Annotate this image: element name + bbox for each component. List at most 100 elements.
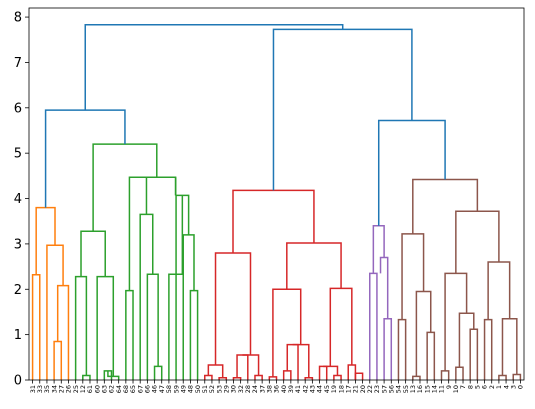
- leaf-label: 0: [517, 385, 525, 389]
- dendrogram-link: [412, 178, 479, 234]
- dendrogram-link: [31, 274, 41, 380]
- leaf-label: 47: [158, 385, 166, 393]
- leaf-label: 23: [373, 385, 381, 393]
- leaf-label: 21: [352, 385, 360, 393]
- dendrogram-link: [483, 318, 493, 380]
- leaf-label: 60: [93, 385, 101, 393]
- dendrogram-link: [189, 289, 199, 380]
- dendrogram-link: [401, 233, 425, 320]
- leaf-label: 35: [43, 385, 51, 393]
- leaf-label: 52: [208, 385, 216, 393]
- dendrogram-link: [286, 242, 342, 290]
- leaf-label: 51: [201, 385, 209, 393]
- leaf-label: 45: [323, 385, 331, 393]
- leaf-label: 16: [416, 385, 424, 393]
- leaf-label: 3: [509, 385, 517, 389]
- dendrogram-link: [168, 195, 184, 380]
- dendrogram-link: [354, 372, 364, 380]
- leaf-label: 63: [101, 385, 109, 393]
- leaf-label: 68: [122, 385, 130, 393]
- y-tick-label: 3: [14, 237, 22, 252]
- y-tick-label: 0: [14, 374, 22, 389]
- dendrogram-link: [412, 375, 421, 380]
- leaf-label: 12: [79, 385, 87, 393]
- dendrogram-link: [232, 376, 242, 380]
- leaf-label: 39: [287, 385, 295, 393]
- leaf-label: 8: [466, 385, 474, 389]
- dendrogram-link: [501, 318, 518, 376]
- dendrogram-link: [139, 213, 154, 380]
- y-tick-label: 7: [14, 56, 22, 71]
- plot-frame: [28, 7, 525, 381]
- leaf-label: 55: [402, 385, 410, 393]
- leaf-label: 65: [129, 385, 137, 393]
- leaf-label: 37: [258, 385, 266, 393]
- leaf-label: 4: [502, 385, 510, 389]
- leaf-label: 30: [230, 385, 238, 393]
- y-tick-label: 4: [14, 192, 22, 207]
- leaf-label: 9: [445, 385, 453, 389]
- leaf-label: 32: [237, 385, 245, 393]
- leaf-label: 29: [222, 385, 230, 393]
- dendrogram-link: [236, 354, 249, 380]
- dendrogram-link: [214, 252, 252, 366]
- dendrogram-link: [232, 189, 315, 253]
- leaf-label: 43: [309, 385, 317, 393]
- dendrogram-link: [444, 272, 468, 371]
- dendrogram-link: [369, 272, 378, 380]
- dendrogram-link: [440, 370, 450, 380]
- leaf-label: 13: [409, 385, 417, 393]
- leaf-label: 61: [86, 385, 94, 393]
- dendrogram-link: [242, 354, 260, 376]
- dendrogram-link: [74, 275, 88, 380]
- y-tick-label: 6: [14, 101, 22, 116]
- leaf-label: 53: [215, 385, 223, 393]
- leaf-label: 19: [330, 385, 338, 393]
- y-tick-label: 2: [14, 283, 22, 298]
- dendrogram-link: [469, 328, 479, 380]
- leaf-label: 64: [115, 385, 123, 393]
- dendrogram-link: [125, 289, 134, 380]
- leaf-label: 41: [294, 385, 302, 393]
- leaf-label: 5: [474, 385, 482, 389]
- dendrogram-link: [455, 366, 464, 380]
- leaf-label: 22: [366, 385, 374, 393]
- dendrogram-link: [35, 206, 56, 275]
- y-tick-label: 1: [14, 328, 22, 343]
- leaf-label: 7: [459, 385, 467, 389]
- leaf-label: 40: [280, 385, 288, 393]
- dendrogram-link: [383, 318, 393, 380]
- leaf-label: 15: [423, 385, 431, 393]
- dendrogram-link: [80, 230, 106, 277]
- leaf-label: 24: [251, 385, 259, 393]
- dendrogram-link: [268, 376, 278, 380]
- y-tick-label: 5: [14, 147, 22, 162]
- leaf-label: 49: [179, 385, 187, 393]
- dendrogram-link: [379, 256, 389, 319]
- leaf-label: 44: [316, 385, 324, 393]
- leaf-label: 2: [488, 385, 496, 389]
- dendrogram-link: [128, 176, 148, 291]
- dendrogram-link: [282, 370, 292, 380]
- leaf-label: 58: [165, 385, 173, 393]
- leaf-label: 48: [187, 385, 195, 393]
- leaf-label: 20: [359, 385, 367, 393]
- dendrogram-link: [92, 143, 158, 232]
- dendrogram-link: [333, 374, 342, 380]
- dendrogram-link: [458, 312, 475, 368]
- dendrogram-link: [304, 376, 314, 380]
- dendrogram-links: [31, 24, 522, 380]
- dendrogram-link: [487, 261, 511, 320]
- leaf-label: 25: [72, 385, 80, 393]
- dendrogram-link: [96, 275, 115, 380]
- leaf-label: 59: [172, 385, 180, 393]
- dendrogram-link: [372, 225, 385, 274]
- leaf-label: 27: [57, 385, 65, 393]
- leaf-label: 33: [36, 385, 44, 393]
- dendrogram-link: [272, 28, 413, 191]
- x-axis: 31 33 35 34 27 26 25 12 61 60 63 62 64 68 65 67 66 46 47 58…: [29, 380, 525, 393]
- dendrogram-link: [318, 365, 328, 380]
- leaf-label: 18: [337, 385, 345, 393]
- leaf-label: 36: [273, 385, 281, 393]
